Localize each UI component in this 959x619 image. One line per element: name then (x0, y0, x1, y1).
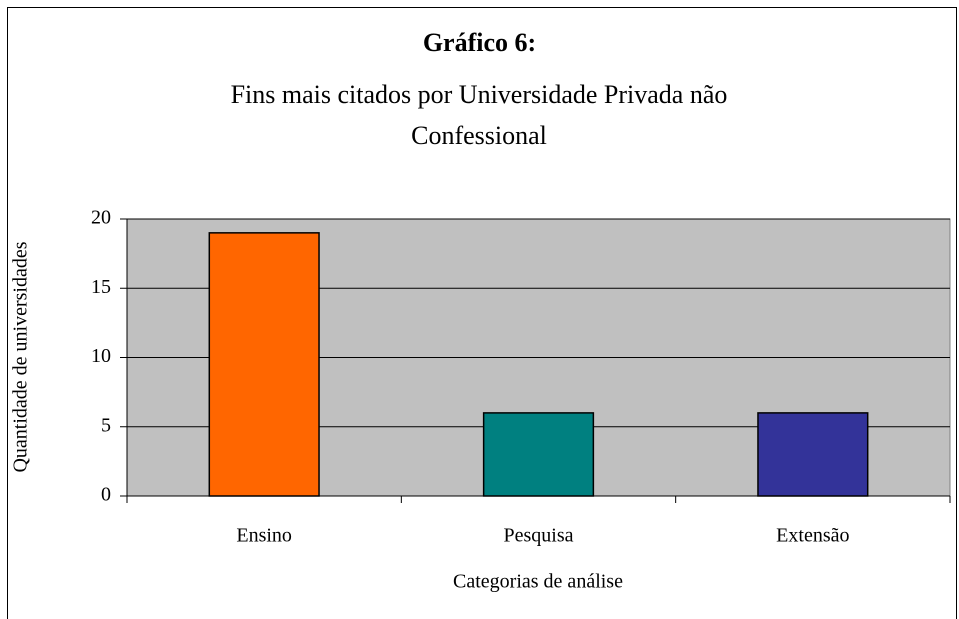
y-tick-label: 10 (91, 345, 111, 367)
bar (482, 412, 595, 497)
chart-title: Gráfico 6: (422, 28, 537, 57)
y-tick-label: 0 (101, 484, 111, 506)
y-tick-label: 15 (91, 276, 111, 298)
y-axis-title: Quantidade de universidades (10, 241, 32, 472)
x-axis-title: Categorias de análise (453, 571, 623, 593)
chart-subtitle: Fins mais citados por Universidade Priva… (230, 80, 728, 150)
bar (757, 412, 869, 497)
x-tick-label: Extensão (776, 525, 849, 547)
y-tick-label: 5 (101, 414, 111, 436)
y-tick-label: 20 (91, 207, 111, 229)
x-tick-label: Pesquisa (504, 525, 574, 547)
x-tick-label: Ensino (236, 525, 292, 547)
bar (208, 232, 320, 497)
